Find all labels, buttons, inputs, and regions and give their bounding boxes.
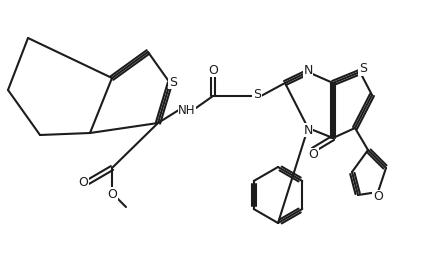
Text: O: O — [373, 190, 383, 204]
Text: O: O — [78, 177, 88, 189]
Text: O: O — [208, 63, 218, 77]
Text: S: S — [169, 75, 177, 89]
Text: N: N — [303, 123, 313, 137]
Text: O: O — [308, 149, 318, 161]
Text: O: O — [107, 188, 117, 200]
Text: S: S — [359, 63, 367, 75]
Text: NH: NH — [178, 103, 196, 117]
Text: S: S — [253, 89, 261, 101]
Text: N: N — [303, 64, 313, 78]
